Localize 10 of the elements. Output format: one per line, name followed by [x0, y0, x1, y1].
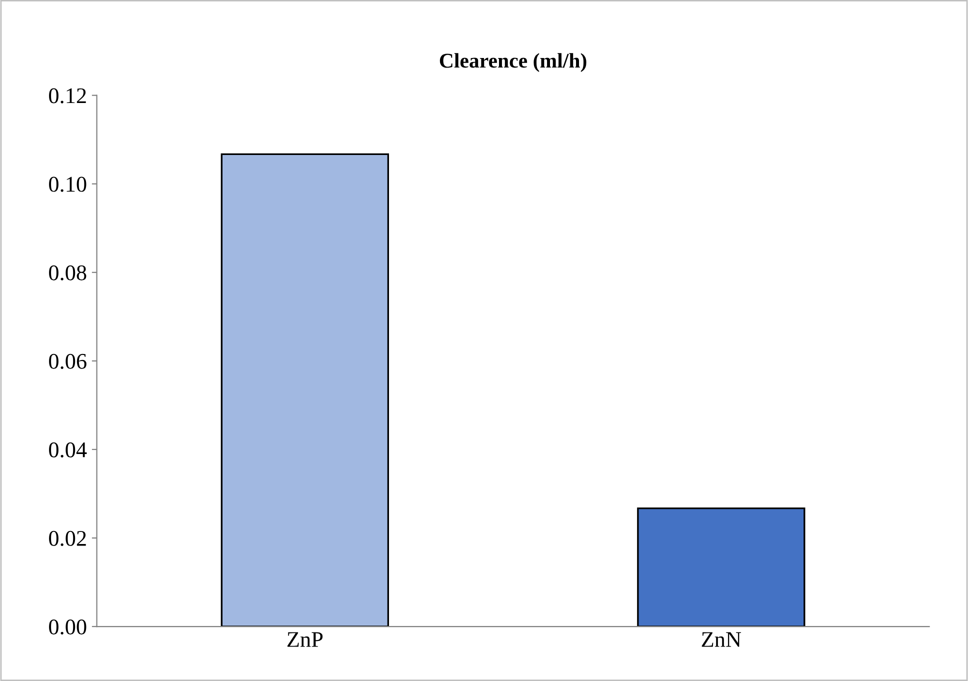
x-tick-label: ZnP: [287, 632, 323, 647]
y-tick-label: 0.00: [49, 619, 86, 635]
x-tick-label: ZnN: [702, 632, 742, 647]
y-tick-label: 0.12: [49, 88, 86, 104]
y-tick-label: 0.06: [49, 354, 86, 369]
y-tick-label: 0.10: [49, 176, 86, 192]
y-tick-label: 0.04: [49, 442, 87, 458]
chart-title: Clearence (ml/h): [440, 53, 586, 72]
y-tick-label: 0.02: [49, 530, 86, 546]
y-tick-label: 0.08: [49, 265, 86, 280]
